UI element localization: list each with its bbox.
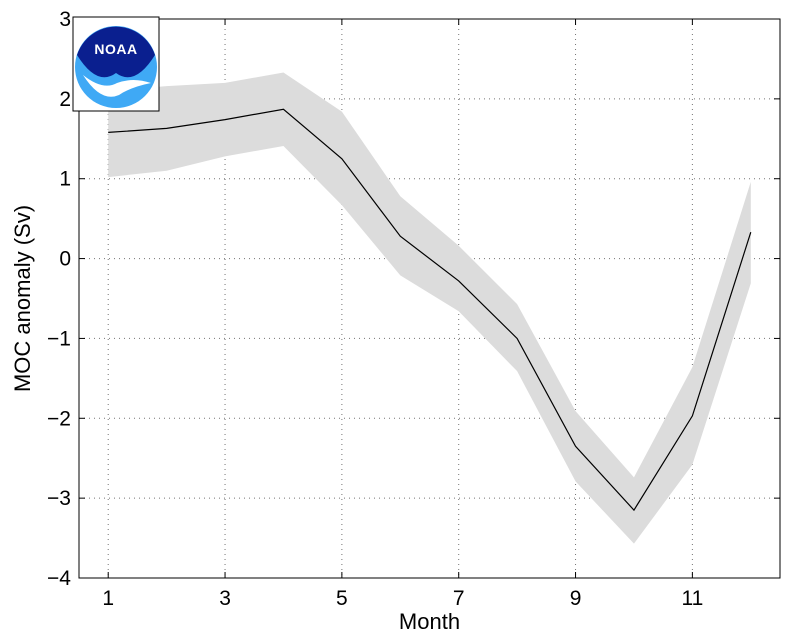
y-tick-label: −3 xyxy=(47,487,71,510)
logo-gull-icon xyxy=(83,75,151,97)
y-tick-label: 0 xyxy=(59,248,71,271)
y-tick-labels: 3 2 1 0 −1 −2 −3 −4 xyxy=(47,8,71,590)
x-tick-label: 1 xyxy=(102,587,114,610)
y-tick-label: 1 xyxy=(59,168,71,191)
y-axis-title: MOC anomaly (Sv) xyxy=(10,205,35,392)
x-axis-title: Month xyxy=(399,609,460,634)
y-tick-label: 3 xyxy=(59,8,71,31)
y-tick-label: −2 xyxy=(47,407,71,430)
y-tick-label: −4 xyxy=(47,567,71,590)
y-tick-label: −1 xyxy=(47,327,71,350)
plot-frame xyxy=(78,18,781,579)
uncertainty-band xyxy=(108,72,751,544)
x-tick-label: 3 xyxy=(219,587,231,610)
axis-ticks xyxy=(79,18,780,579)
series-line xyxy=(108,108,752,512)
x-tick-labels: 1 3 5 7 9 11 xyxy=(102,587,703,610)
y-tick-label: 2 xyxy=(59,88,71,111)
noaa-logo: NOAA xyxy=(72,16,160,112)
x-tick-label: 5 xyxy=(336,587,348,610)
logo-text: NOAA xyxy=(94,41,137,57)
logo-navy-top xyxy=(77,26,155,78)
x-tick-label: 9 xyxy=(570,587,582,610)
x-tick-label: 11 xyxy=(681,587,703,610)
x-tick-label: 7 xyxy=(453,587,465,610)
